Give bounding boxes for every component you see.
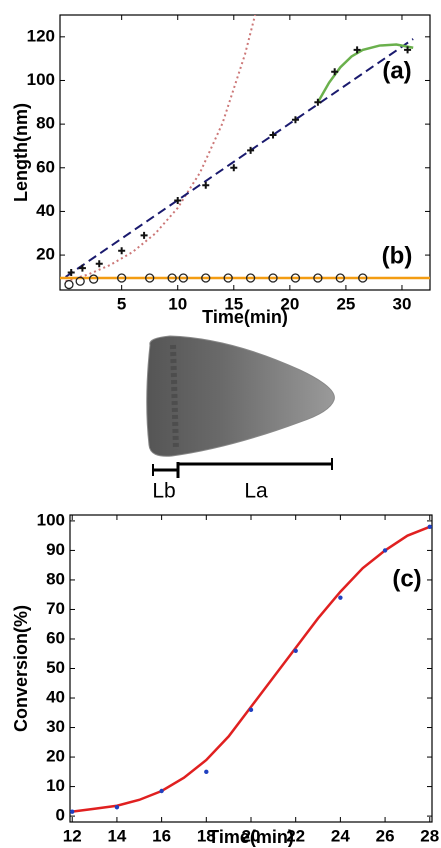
page: Lb La 5101520253020406080100120Time(min)… <box>0 0 441 848</box>
plot-frame <box>60 15 430 290</box>
point <box>159 789 163 793</box>
x-tick-label: 25 <box>336 294 355 313</box>
y-tick-label: 0 <box>56 806 65 825</box>
y-tick-label: 10 <box>46 776 65 795</box>
point <box>293 649 297 653</box>
plot-frame <box>70 515 432 822</box>
point <box>115 805 119 809</box>
y-tick-label: 60 <box>46 628 65 647</box>
plot-area <box>60 0 430 289</box>
scale-label: Lb <box>152 480 175 503</box>
y-tick-label: 80 <box>36 114 55 133</box>
y-tick-label: 90 <box>46 540 65 559</box>
x-tick-label: 28 <box>420 826 439 845</box>
y-tick-label: 60 <box>36 157 55 176</box>
point <box>331 68 338 75</box>
point <box>118 247 125 254</box>
y-tick-label: 30 <box>46 717 65 736</box>
annotation: (a) <box>382 57 411 84</box>
curve <box>66 39 414 277</box>
y-tick-label: 100 <box>27 70 55 89</box>
annotation: (b) <box>382 242 413 269</box>
point <box>204 770 208 774</box>
x-tick-label: 12 <box>63 826 82 845</box>
y-tick-label: 70 <box>46 599 65 618</box>
y-tick-label: 50 <box>46 658 65 677</box>
point <box>141 232 148 239</box>
x-tick-label: 30 <box>393 294 412 313</box>
x-axis-label: Time(min) <box>202 307 288 327</box>
x-tick-label: 24 <box>331 826 350 845</box>
point <box>202 182 209 189</box>
scale-label: La <box>244 480 268 503</box>
point <box>249 708 253 712</box>
y-tick-label: 20 <box>36 245 55 264</box>
point <box>70 809 74 813</box>
point <box>65 281 73 289</box>
y-tick-label: 20 <box>46 747 65 766</box>
point <box>428 525 432 529</box>
x-axis-label: Time(min) <box>208 827 294 847</box>
micrograph: Lb La <box>147 336 335 503</box>
annotation: (c) <box>392 565 421 592</box>
curve <box>66 0 268 281</box>
x-tick-label: 16 <box>152 826 171 845</box>
plot-area <box>70 525 432 814</box>
y-tick-label: 40 <box>46 688 65 707</box>
point <box>79 265 86 272</box>
y-tick-label: 40 <box>36 201 55 220</box>
x-tick-label: 5 <box>117 294 126 313</box>
point <box>383 548 387 552</box>
figure: Lb La 5101520253020406080100120Time(min)… <box>0 0 441 848</box>
point <box>230 164 237 171</box>
y-tick-label: 100 <box>37 510 65 529</box>
curve <box>72 527 430 812</box>
x-tick-label: 26 <box>376 826 395 845</box>
x-tick-label: 10 <box>168 294 187 313</box>
y-tick-label: 120 <box>27 26 55 45</box>
x-tick-label: 14 <box>107 826 126 845</box>
point <box>338 595 342 599</box>
point <box>96 260 103 267</box>
y-tick-label: 80 <box>46 569 65 588</box>
y-axis-label: Length(nm) <box>11 103 31 202</box>
y-axis-label: Conversion(%) <box>11 605 31 732</box>
